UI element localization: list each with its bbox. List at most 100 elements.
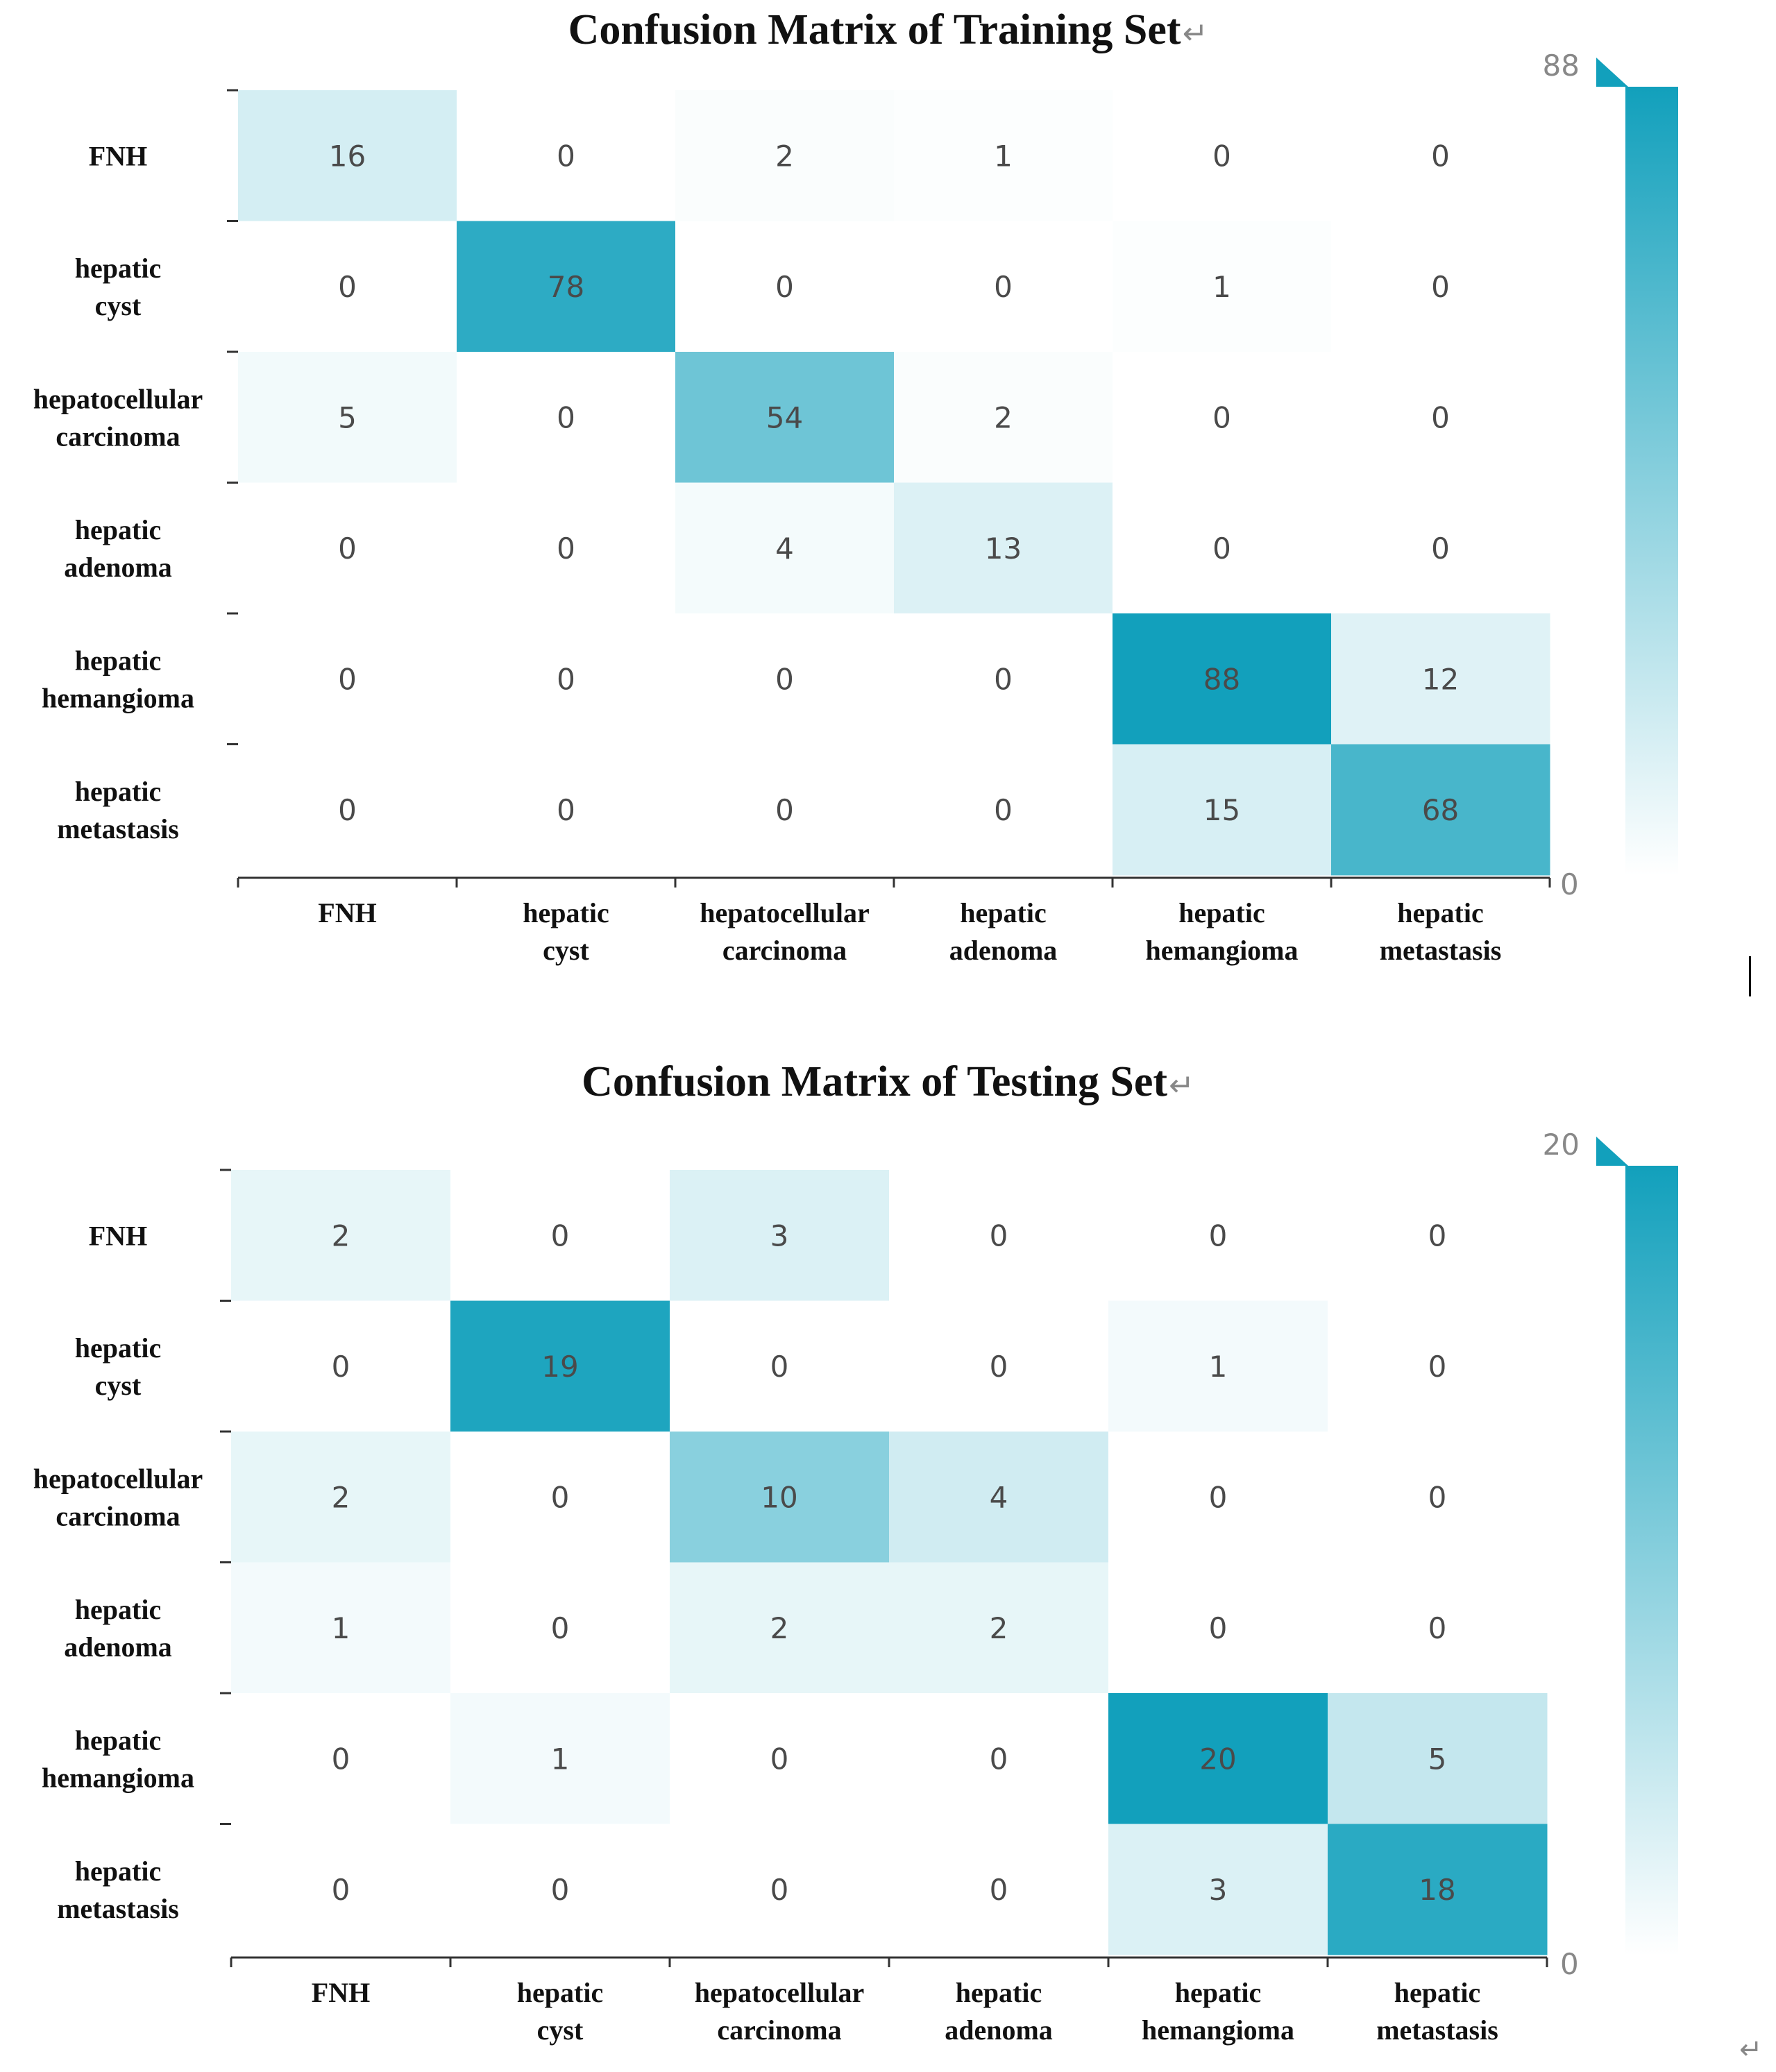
train-cell-r5-c0 xyxy=(238,744,457,876)
train-cell-r1-c2 xyxy=(675,221,895,353)
train-colorbar xyxy=(1625,87,1678,876)
train-cell-r0-c3 xyxy=(894,90,1113,221)
test-cell-value-r4-c1: 1 xyxy=(551,1742,570,1776)
train-cell-r4-c5 xyxy=(1331,613,1550,745)
test-cell-r1-c5 xyxy=(1328,1300,1548,1432)
test-cell-r3-c1 xyxy=(450,1562,670,1694)
test-cell-r4-c0 xyxy=(231,1693,451,1824)
test-cell-r0-c0 xyxy=(231,1170,451,1301)
train-cell-value-r1-c5: 0 xyxy=(1431,270,1450,304)
train-colorbar-min-label: 0 xyxy=(1560,867,1579,901)
test-cell-r5-c2 xyxy=(670,1824,890,1955)
test-cell-value-r2-c1: 0 xyxy=(551,1480,570,1514)
train-col-label-5: hepatic metastasis xyxy=(1380,897,1502,966)
test-row-label-3: hepatic adenoma xyxy=(64,1594,172,1663)
testing-title-return-mark: ↵ xyxy=(1169,1068,1194,1103)
train-cell-r2-c2 xyxy=(675,352,895,483)
test-cell-value-r5-c1: 0 xyxy=(551,1873,570,1907)
test-row-label-5: hepatic metastasis xyxy=(57,1856,179,1924)
test-cell-value-r5-c2: 0 xyxy=(770,1873,789,1907)
test-cell-r3-c4 xyxy=(1108,1562,1328,1694)
test-row-label-4: hepatic hemangioma xyxy=(42,1724,194,1793)
test-cell-value-r4-c5: 5 xyxy=(1428,1742,1447,1776)
train-col-label-0: FNH xyxy=(318,897,376,928)
test-cell-value-r0-c4: 0 xyxy=(1209,1218,1228,1252)
test-row-label-0: FNH xyxy=(89,1220,147,1251)
test-cell-r2-c2 xyxy=(670,1432,890,1563)
train-cell-r2-c0 xyxy=(238,352,457,483)
test-cell-value-r1-c4: 1 xyxy=(1209,1350,1228,1384)
train-row-label-3: hepatic adenoma xyxy=(64,514,172,583)
test-col-label-2: hepatocellular carcinoma xyxy=(695,1977,864,2046)
train-row-label-4: hepatic hemangioma xyxy=(42,645,194,713)
train-cell-value-r2-c5: 0 xyxy=(1431,400,1450,434)
test-cell-r0-c2 xyxy=(670,1170,890,1301)
test-cell-value-r3-c5: 0 xyxy=(1428,1611,1447,1645)
test-colorbar-handle-icon xyxy=(1596,1137,1628,1166)
train-cell-r5-c3 xyxy=(894,744,1113,876)
train-cell-value-r4-c1: 0 xyxy=(557,662,575,696)
test-cell-r1-c1 xyxy=(450,1300,670,1432)
test-cell-r3-c0 xyxy=(231,1562,451,1694)
test-cell-value-r1-c1: 19 xyxy=(541,1350,578,1384)
train-cell-r0-c0 xyxy=(238,90,457,221)
train-cell-r4-c0 xyxy=(238,613,457,745)
train-row-label-2: hepatocellular carcinoma xyxy=(33,383,203,452)
train-cell-value-r3-c4: 0 xyxy=(1212,532,1231,566)
test-cell-value-r5-c5: 18 xyxy=(1419,1873,1455,1907)
test-cell-r5-c0 xyxy=(231,1824,451,1955)
train-cell-value-r2-c0: 5 xyxy=(338,400,357,434)
training-title-return-mark: ↵ xyxy=(1182,16,1208,51)
train-col-label-2: hepatocellular carcinoma xyxy=(700,897,869,966)
train-col-label-1: hepatic cyst xyxy=(523,897,609,966)
train-cell-r4-c1 xyxy=(457,613,676,745)
test-cell-r1-c4 xyxy=(1108,1300,1328,1432)
train-cell-value-r5-c3: 0 xyxy=(994,793,1013,827)
training-title-text: Confusion Matrix of Training Set xyxy=(568,6,1181,53)
train-cell-value-r4-c0: 0 xyxy=(338,662,357,696)
test-cell-value-r4-c4: 20 xyxy=(1199,1742,1236,1776)
text-cursor xyxy=(1749,956,1751,996)
train-cell-value-r1-c0: 0 xyxy=(338,270,357,304)
train-cell-r0-c2 xyxy=(675,90,895,221)
train-cell-r2-c4 xyxy=(1113,352,1332,483)
test-cell-r2-c4 xyxy=(1108,1432,1328,1563)
train-cell-r5-c2 xyxy=(675,744,895,876)
train-cell-value-r2-c4: 0 xyxy=(1212,400,1231,434)
train-cell-r4-c3 xyxy=(894,613,1113,745)
test-cell-value-r3-c1: 0 xyxy=(551,1611,570,1645)
train-cell-value-r4-c5: 12 xyxy=(1422,662,1459,696)
test-cell-r0-c3 xyxy=(889,1170,1109,1301)
train-row-label-0: FNH xyxy=(89,140,147,171)
test-cell-value-r4-c0: 0 xyxy=(332,1742,350,1776)
training-title: Confusion Matrix of Training Set↵ xyxy=(0,8,1776,51)
test-cell-value-r4-c2: 0 xyxy=(770,1742,789,1776)
test-cell-value-r2-c2: 10 xyxy=(761,1480,797,1514)
train-cell-r1-c0 xyxy=(238,221,457,353)
test-cell-value-r0-c0: 2 xyxy=(332,1218,350,1252)
test-cell-value-r2-c5: 0 xyxy=(1428,1480,1447,1514)
train-cell-r0-c4 xyxy=(1113,90,1332,221)
train-cell-r0-c5 xyxy=(1331,90,1550,221)
test-cell-r4-c3 xyxy=(889,1693,1109,1824)
test-col-label-5: hepatic metastasis xyxy=(1376,1977,1498,2046)
test-cell-value-r0-c2: 3 xyxy=(770,1218,789,1252)
train-cell-value-r5-c0: 0 xyxy=(338,793,357,827)
testing-title-text: Confusion Matrix of Testing Set xyxy=(582,1058,1168,1105)
train-cell-value-r5-c5: 68 xyxy=(1422,793,1459,827)
test-cell-value-r0-c3: 0 xyxy=(990,1218,1008,1252)
test-cell-r0-c5 xyxy=(1328,1170,1548,1301)
test-cell-r4-c1 xyxy=(450,1693,670,1824)
train-colorbar-max-label: 88 xyxy=(1543,49,1580,83)
test-col-label-0: FNH xyxy=(312,1977,370,2008)
train-cell-r1-c4 xyxy=(1113,221,1332,353)
train-cell-value-r0-c3: 1 xyxy=(994,139,1013,173)
test-cell-value-r5-c4: 3 xyxy=(1209,1873,1228,1907)
test-col-label-3: hepatic adenoma xyxy=(945,1977,1053,2046)
train-col-label-3: hepatic adenoma xyxy=(949,897,1058,966)
train-cell-value-r2-c1: 0 xyxy=(557,400,575,434)
train-cell-value-r3-c3: 13 xyxy=(985,532,1022,566)
train-cell-value-r3-c1: 0 xyxy=(557,532,575,566)
test-cell-value-r4-c3: 0 xyxy=(990,1742,1008,1776)
